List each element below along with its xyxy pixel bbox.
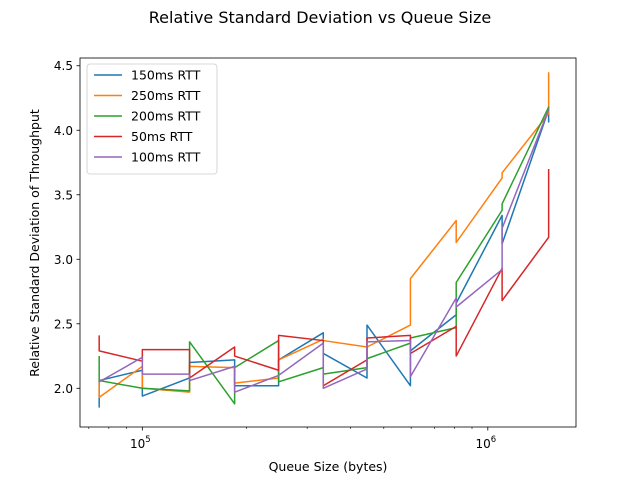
y-tick-label: 3.5 bbox=[54, 188, 73, 202]
legend-label-2: 200ms RTT bbox=[131, 109, 201, 124]
legend-label-3: 50ms RTT bbox=[131, 129, 193, 144]
y-tick-label: 2.0 bbox=[54, 382, 73, 396]
legend-label-4: 100ms RTT bbox=[131, 150, 201, 165]
legend: 150ms RTT 250ms RTT 200ms RTT 50ms RTT 100ms… bbox=[86, 63, 218, 175]
x-axis-title: Queue Size (bytes) bbox=[269, 459, 388, 474]
y-tick-label: 3.0 bbox=[54, 253, 73, 267]
x-tick-label: 105 bbox=[130, 435, 151, 451]
y-tick-label: 2.5 bbox=[54, 317, 73, 331]
axes-frame bbox=[79, 57, 577, 428]
y-tick-label: 4.5 bbox=[54, 59, 73, 73]
legend-box bbox=[86, 63, 218, 175]
y-axis-title: Relative Standard Deviation of Throughpu… bbox=[27, 109, 42, 377]
legend-label-1: 250ms RTT bbox=[131, 88, 201, 103]
series-line-4 bbox=[98, 108, 550, 393]
x-tick-label: 106 bbox=[475, 435, 496, 451]
chart-title: Relative Standard Deviation vs Queue Siz… bbox=[149, 8, 491, 27]
plot-area bbox=[98, 72, 550, 408]
legend-label-0: 150ms RTT bbox=[131, 68, 201, 83]
y-tick-label: 4.0 bbox=[54, 124, 73, 138]
